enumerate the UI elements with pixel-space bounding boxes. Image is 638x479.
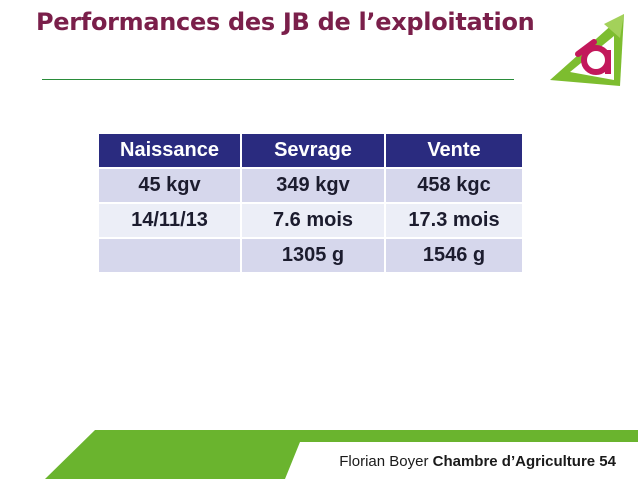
- table-cell: 1546 g: [384, 237, 524, 274]
- table-cell: 458 kgc: [384, 167, 524, 204]
- footer-organization: Chambre d’Agriculture 54: [432, 453, 616, 470]
- header-vente: Vente: [384, 132, 524, 169]
- table-row: 1305 g 1546 g: [97, 237, 524, 274]
- header-naissance: Naissance: [97, 132, 242, 169]
- footer-credit: Florian Boyer Chambre d’Agriculture 54: [339, 453, 616, 470]
- title-divider: [42, 79, 514, 80]
- table-row: 14/11/13 7.6 mois 17.3 mois: [97, 202, 524, 239]
- table-cell: [97, 237, 242, 274]
- table-row: 45 kgv 349 kgv 458 kgc: [97, 167, 524, 204]
- performance-table: Naissance Sevrage Vente 45 kgv 349 kgv 4…: [97, 132, 524, 274]
- slide-title: Performances des JB de l’exploitation: [36, 8, 535, 36]
- header-sevrage: Sevrage: [240, 132, 386, 169]
- footer-author: Florian Boyer: [339, 453, 429, 470]
- table-cell: 1305 g: [240, 237, 386, 274]
- table-header-row: Naissance Sevrage Vente: [97, 132, 524, 169]
- footer-green-band: [45, 430, 638, 479]
- table-cell: 349 kgv: [240, 167, 386, 204]
- table-cell: 7.6 mois: [240, 202, 386, 239]
- table-cell: 14/11/13: [97, 202, 242, 239]
- chambre-agriculture-logo-icon: [550, 14, 624, 86]
- table-cell: 17.3 mois: [384, 202, 524, 239]
- table-cell: 45 kgv: [97, 167, 242, 204]
